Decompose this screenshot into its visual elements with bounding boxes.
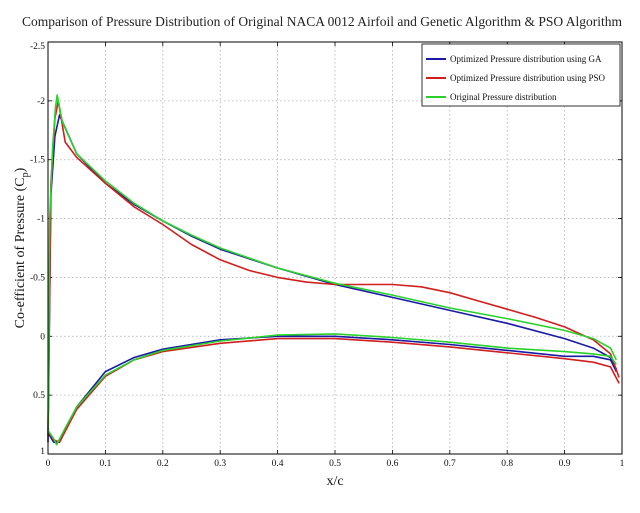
series-2-lower-surface-line	[47, 337, 620, 443]
series-2-upper-surface-line	[47, 100, 620, 437]
axis-ticks: 0 0.1 0.2 0.3 0.4 0.5 0.6 0.7 0.8 0.9 1 -2.5 -2 -1.5 -…	[30, 41, 625, 469]
y-tick-label: -2	[37, 97, 45, 107]
y-tick-label: 0.5	[33, 391, 45, 401]
x-tick-label: 0	[46, 459, 51, 469]
x-tick-label: 0.3	[214, 459, 226, 469]
legend-label: Optimized Pressure distribution using PS…	[450, 73, 606, 83]
series-1-upper-surface-line	[47, 114, 618, 443]
y-tick-label: -0.5	[30, 273, 45, 283]
x-axis-label: x/c	[326, 474, 343, 489]
y-tick-label: -2.5	[30, 42, 45, 52]
grid-lines	[48, 42, 622, 454]
legend: Optimized Pressure distribution using GA…	[421, 43, 621, 107]
x-tick-label: 1	[620, 459, 625, 469]
y-tick-label: 0	[40, 332, 45, 342]
y-tick-label: -1	[37, 215, 45, 225]
x-tick-label: 0.9	[559, 459, 571, 469]
y-axis-label-close: )	[13, 167, 28, 172]
x-tick-label: 0.8	[501, 459, 513, 469]
x-tick-label: 0.5	[329, 459, 341, 469]
y-axis-label-subscript: p	[20, 172, 31, 177]
y-axis-label-main: Co-efficient of Pressure (C	[13, 177, 28, 328]
series-3-upper-surface-line	[47, 94, 618, 431]
plot-frame	[47, 41, 623, 455]
x-tick-label: 0.7	[444, 459, 456, 469]
x-tick-label: 0.6	[386, 459, 398, 469]
series-layer	[47, 94, 620, 446]
legend-label: Original Pressure distribution	[450, 92, 557, 102]
y-tick-label: -1.5	[30, 156, 45, 166]
y-tick-label: 1	[40, 447, 45, 457]
series-3-lower-surface-line	[47, 333, 617, 446]
legend-label: Optimized Pressure distribution using GA	[450, 54, 602, 64]
y-axis-label: Co-efficient of Pressure (Cp)	[13, 167, 31, 328]
x-tick-label: 0.2	[157, 459, 169, 469]
series-3	[47, 94, 618, 446]
chart-title: Comparison of Pressure Distribution of O…	[22, 14, 622, 29]
x-tick-label: 0.4	[272, 459, 284, 469]
x-tick-label: 0.1	[99, 459, 111, 469]
legend-box	[421, 43, 621, 107]
series-2	[47, 100, 620, 443]
